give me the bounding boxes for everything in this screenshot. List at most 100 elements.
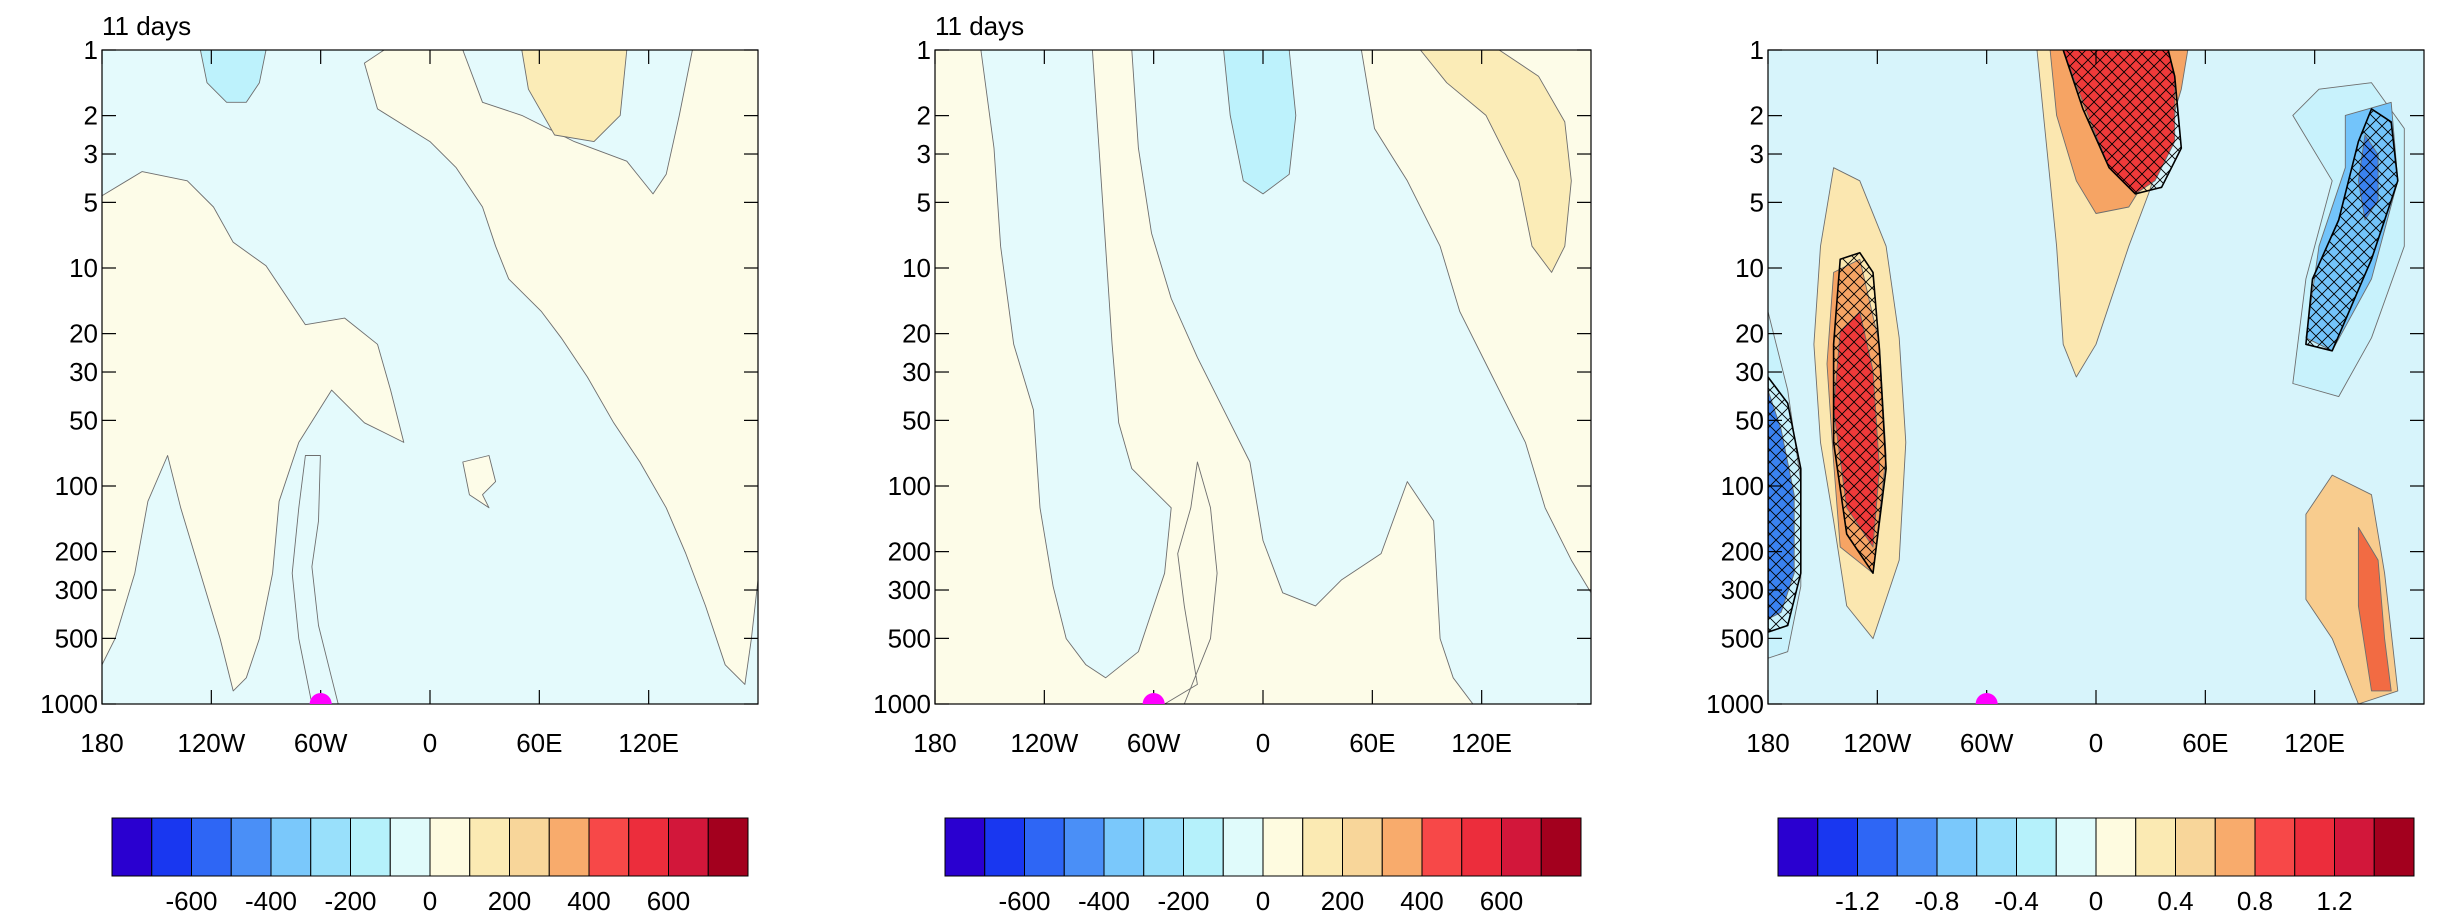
colorbar-swatch bbox=[628, 817, 669, 877]
x-tick-label: 180 bbox=[80, 728, 123, 758]
y-tick-label: 50 bbox=[69, 405, 98, 435]
x-tick-label: 120W bbox=[1010, 728, 1078, 758]
colorbar-swatch bbox=[588, 817, 630, 877]
y-tick-label: 30 bbox=[1735, 357, 1764, 387]
contour-region-1 bbox=[1131, 50, 1591, 704]
colorbar-swatch bbox=[389, 817, 431, 877]
x-tick-label: 180 bbox=[913, 728, 956, 758]
colorbar-swatch bbox=[2334, 817, 2375, 877]
significance-region-1 bbox=[1832, 251, 1887, 575]
colorbar-swatch bbox=[2016, 817, 2057, 877]
y-tick-label: 10 bbox=[902, 253, 931, 283]
y-tick-label: 20 bbox=[69, 319, 98, 349]
y-tick-label: 200 bbox=[888, 537, 931, 567]
x-tick-label: 0 bbox=[2089, 728, 2103, 758]
colorbar-swatch bbox=[509, 817, 550, 877]
panel-title: 11 days bbox=[102, 11, 191, 41]
y-tick-label: 100 bbox=[1721, 471, 1764, 501]
y-tick-label: 3 bbox=[84, 139, 98, 169]
contour-region-3 bbox=[199, 50, 267, 103]
significance-region-3 bbox=[2305, 108, 2399, 352]
y-tick-label: 3 bbox=[1750, 139, 1764, 169]
contour-region-3 bbox=[1223, 50, 1297, 195]
y-tick-label: 20 bbox=[902, 319, 931, 349]
colorbar-label: 600 bbox=[647, 886, 690, 916]
colorbar-swatch bbox=[2055, 817, 2097, 877]
y-tick-label: 2 bbox=[1750, 101, 1764, 131]
colorbar-swatch bbox=[1381, 817, 1423, 877]
y-tick-label: 3 bbox=[917, 139, 931, 169]
y-tick-label: 200 bbox=[55, 537, 98, 567]
contour-region-1 bbox=[291, 455, 339, 704]
contour-region-4 bbox=[521, 50, 628, 143]
y-tick-label: 100 bbox=[55, 471, 98, 501]
x-tick-label: 60E bbox=[516, 728, 562, 758]
colorbar-swatch bbox=[1817, 817, 1858, 877]
colorbar-label: 0.8 bbox=[2237, 886, 2273, 916]
contour-region-0 bbox=[102, 50, 758, 704]
colorbar-swatch bbox=[1976, 817, 2017, 877]
colorbar-swatch bbox=[1461, 817, 1502, 877]
colorbar-label: 0.4 bbox=[2157, 886, 2193, 916]
y-tick-label: 5 bbox=[917, 187, 931, 217]
colorbar-swatch bbox=[429, 817, 471, 877]
colorbar-swatch bbox=[469, 817, 510, 877]
colorbar-label: 600 bbox=[1480, 886, 1523, 916]
x-tick-label: 60W bbox=[1960, 728, 2014, 758]
panel-title: 11 days bbox=[935, 11, 1024, 41]
colorbar-swatch bbox=[1222, 817, 1264, 877]
colorbar-swatch bbox=[1857, 817, 1898, 877]
colorbar-label: -0.4 bbox=[1994, 886, 2039, 916]
colorbar-swatch bbox=[1302, 817, 1343, 877]
contour-region-2 bbox=[1164, 461, 1218, 704]
y-tick-label: 1 bbox=[917, 35, 931, 65]
y-tick-label: 2 bbox=[917, 101, 931, 131]
colorbar-swatch bbox=[2294, 817, 2335, 877]
colorbar-label: -0.8 bbox=[1915, 886, 1960, 916]
colorbar-label: -200 bbox=[324, 886, 376, 916]
colorbar-label: 200 bbox=[488, 886, 531, 916]
colorbar-swatch bbox=[191, 817, 232, 877]
colorbar-swatch bbox=[1063, 817, 1105, 877]
y-tick-label: 30 bbox=[69, 357, 98, 387]
colorbar-label: 200 bbox=[1321, 886, 1364, 916]
y-tick-label: 300 bbox=[888, 575, 931, 605]
colorbar-swatch bbox=[270, 817, 312, 877]
colorbar-swatch bbox=[2095, 817, 2137, 877]
colorbar-swatch bbox=[2373, 817, 2415, 877]
y-tick-label: 500 bbox=[55, 623, 98, 653]
location-marker bbox=[309, 693, 332, 704]
y-tick-label: 5 bbox=[1750, 187, 1764, 217]
contour-region-2 bbox=[462, 455, 497, 509]
panel-right: 1 2 3 5 10 20 30 50 100 200 300 500 1000 180 120W 60W 0 6… bbox=[1706, 35, 2425, 916]
colorbar-label: -1.2 bbox=[1835, 886, 1880, 916]
colorbar-label: -400 bbox=[245, 886, 297, 916]
x-tick-label: 180 bbox=[1746, 728, 1789, 758]
y-tick-label: 500 bbox=[1721, 623, 1764, 653]
contour-region-12 bbox=[2357, 526, 2392, 692]
colorbar-swatch bbox=[668, 817, 709, 877]
y-tick-label: 50 bbox=[902, 405, 931, 435]
y-tick-label: 500 bbox=[888, 623, 931, 653]
colorbar-label: 0 bbox=[423, 886, 437, 916]
y-tick-label: 1000 bbox=[873, 689, 931, 719]
y-tick-label: 20 bbox=[1735, 319, 1764, 349]
x-tick-label: 120E bbox=[2284, 728, 2345, 758]
colorbar-label: -200 bbox=[1157, 886, 1209, 916]
significance-region-0 bbox=[2062, 50, 2183, 195]
colorbar-swatch bbox=[2254, 817, 2296, 877]
colorbar-swatch bbox=[1777, 817, 1819, 877]
colorbar-swatch bbox=[310, 817, 351, 877]
contour-field bbox=[980, 50, 1591, 704]
colorbar-swatch bbox=[984, 817, 1025, 877]
y-tick-label: 200 bbox=[1721, 537, 1764, 567]
colorbar-swatch bbox=[1143, 817, 1184, 877]
colorbar-label: -600 bbox=[998, 886, 1050, 916]
colorbar-swatch bbox=[548, 817, 590, 877]
colorbar-swatch bbox=[1103, 817, 1145, 877]
colorbar-label: 0 bbox=[1256, 886, 1270, 916]
x-tick-label: 60W bbox=[1127, 728, 1181, 758]
x-tick-label: 0 bbox=[423, 728, 437, 758]
